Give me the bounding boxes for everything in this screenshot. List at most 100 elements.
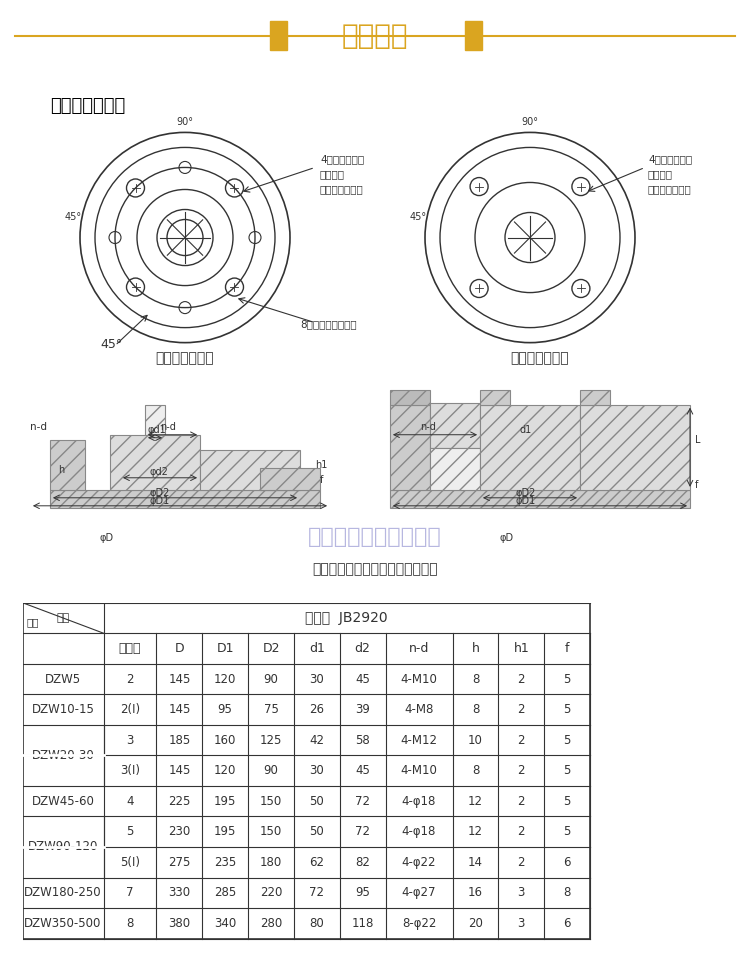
Text: DZW5: DZW5: [45, 672, 81, 686]
Text: 145: 145: [168, 672, 190, 686]
Text: 90: 90: [263, 672, 278, 686]
Text: 2(I): 2(I): [120, 703, 140, 716]
Text: 150: 150: [260, 795, 282, 808]
Text: 20: 20: [468, 917, 483, 930]
Text: 2: 2: [518, 764, 525, 777]
Text: 4-φ18: 4-φ18: [402, 795, 436, 808]
Text: 4-M10: 4-M10: [400, 672, 437, 686]
Text: 4-φ27: 4-φ27: [402, 886, 436, 900]
Text: 4螺孔（光孔）: 4螺孔（光孔）: [648, 155, 692, 165]
Text: 39: 39: [356, 703, 370, 716]
Text: D: D: [175, 642, 184, 655]
Text: 45°: 45°: [64, 212, 82, 221]
Text: 4-M10: 4-M10: [400, 764, 437, 777]
Text: φD1: φD1: [515, 496, 535, 506]
Text: h: h: [58, 465, 64, 474]
Text: 72: 72: [356, 825, 370, 838]
Text: 时的位置: 时的位置: [320, 170, 345, 179]
Text: 5: 5: [563, 825, 571, 838]
Text: 与电机轴线平行: 与电机轴线平行: [648, 184, 692, 194]
Text: 2: 2: [518, 703, 525, 716]
Text: 14: 14: [468, 856, 483, 868]
Bar: [480, 405, 580, 490]
Text: 230: 230: [168, 825, 190, 838]
Text: 法兰号: 法兰号: [118, 642, 141, 655]
Text: 尺寸: 尺寸: [56, 612, 70, 623]
Text: 推力型连接尺寸: 推力型连接尺寸: [511, 352, 569, 366]
Bar: [50, 490, 320, 508]
Text: 225: 225: [168, 795, 190, 808]
Bar: [465, 21, 482, 50]
Text: d2: d2: [355, 642, 370, 655]
Text: 220: 220: [260, 886, 282, 900]
Bar: [390, 490, 690, 508]
Text: 280: 280: [260, 917, 282, 930]
Text: f: f: [565, 642, 569, 655]
Text: 118: 118: [352, 917, 374, 930]
Text: 6: 6: [563, 856, 571, 868]
Text: 72: 72: [356, 795, 370, 808]
Text: 180: 180: [260, 856, 282, 868]
Text: 2: 2: [518, 672, 525, 686]
Text: DZW350-500: DZW350-500: [24, 917, 102, 930]
Text: 95: 95: [217, 703, 232, 716]
Text: 16: 16: [468, 886, 483, 900]
Text: 4-M12: 4-M12: [400, 734, 437, 747]
Text: 2: 2: [126, 672, 134, 686]
Bar: [200, 450, 300, 490]
Text: n-d: n-d: [420, 421, 436, 432]
Text: 45: 45: [356, 764, 370, 777]
Text: 45°: 45°: [410, 212, 427, 221]
Text: 8螺孔光孔时的位置: 8螺孔光孔时的位置: [300, 319, 357, 329]
Text: 3: 3: [126, 734, 134, 747]
Text: h1: h1: [514, 642, 529, 655]
Bar: [580, 390, 610, 405]
Bar: [430, 448, 480, 490]
Text: 80: 80: [310, 917, 324, 930]
Text: DZW90-120: DZW90-120: [28, 841, 98, 854]
Text: φD: φD: [100, 533, 114, 543]
Text: n-d: n-d: [160, 421, 176, 432]
Text: 195: 195: [214, 795, 236, 808]
Text: 12: 12: [468, 795, 483, 808]
Text: 2: 2: [518, 856, 525, 868]
Text: 5: 5: [563, 764, 571, 777]
Text: 上海湖泉阀门有限公司: 上海湖泉阀门有限公司: [308, 527, 442, 547]
Text: 82: 82: [356, 856, 370, 868]
Text: 58: 58: [356, 734, 370, 747]
Bar: [110, 435, 200, 490]
Text: 5: 5: [563, 795, 571, 808]
Text: 型号: 型号: [26, 617, 38, 627]
Text: 时的位置: 时的位置: [648, 170, 673, 179]
Text: 120: 120: [214, 672, 236, 686]
Text: 8: 8: [472, 672, 479, 686]
Text: 75: 75: [263, 703, 278, 716]
Text: 90: 90: [263, 764, 278, 777]
Text: f: f: [320, 474, 323, 485]
Text: φd1: φd1: [148, 424, 166, 435]
Text: 30: 30: [310, 672, 324, 686]
Text: 8: 8: [472, 703, 479, 716]
Text: 5(I): 5(I): [120, 856, 140, 868]
Text: 150: 150: [260, 825, 282, 838]
Text: DZW180-250: DZW180-250: [24, 886, 102, 900]
Bar: [390, 390, 430, 405]
Text: 4-M8: 4-M8: [404, 703, 433, 716]
Text: h: h: [472, 642, 479, 655]
Text: 185: 185: [168, 734, 190, 747]
Text: 90°: 90°: [521, 118, 538, 127]
Text: 72: 72: [309, 886, 324, 900]
Text: 30: 30: [310, 764, 324, 777]
Text: 5: 5: [563, 703, 571, 716]
Text: 4螺孔（光孔）: 4螺孔（光孔）: [320, 155, 364, 165]
Text: 195: 195: [214, 825, 236, 838]
Text: 连接尺寸: 连接尺寸: [342, 23, 408, 50]
Text: D1: D1: [217, 642, 234, 655]
Text: D2: D2: [262, 642, 280, 655]
Bar: [430, 403, 480, 448]
Text: n-d: n-d: [30, 421, 47, 432]
Bar: [145, 405, 165, 435]
Text: 2: 2: [518, 825, 525, 838]
Text: 10: 10: [468, 734, 483, 747]
Text: 7: 7: [126, 886, 134, 900]
